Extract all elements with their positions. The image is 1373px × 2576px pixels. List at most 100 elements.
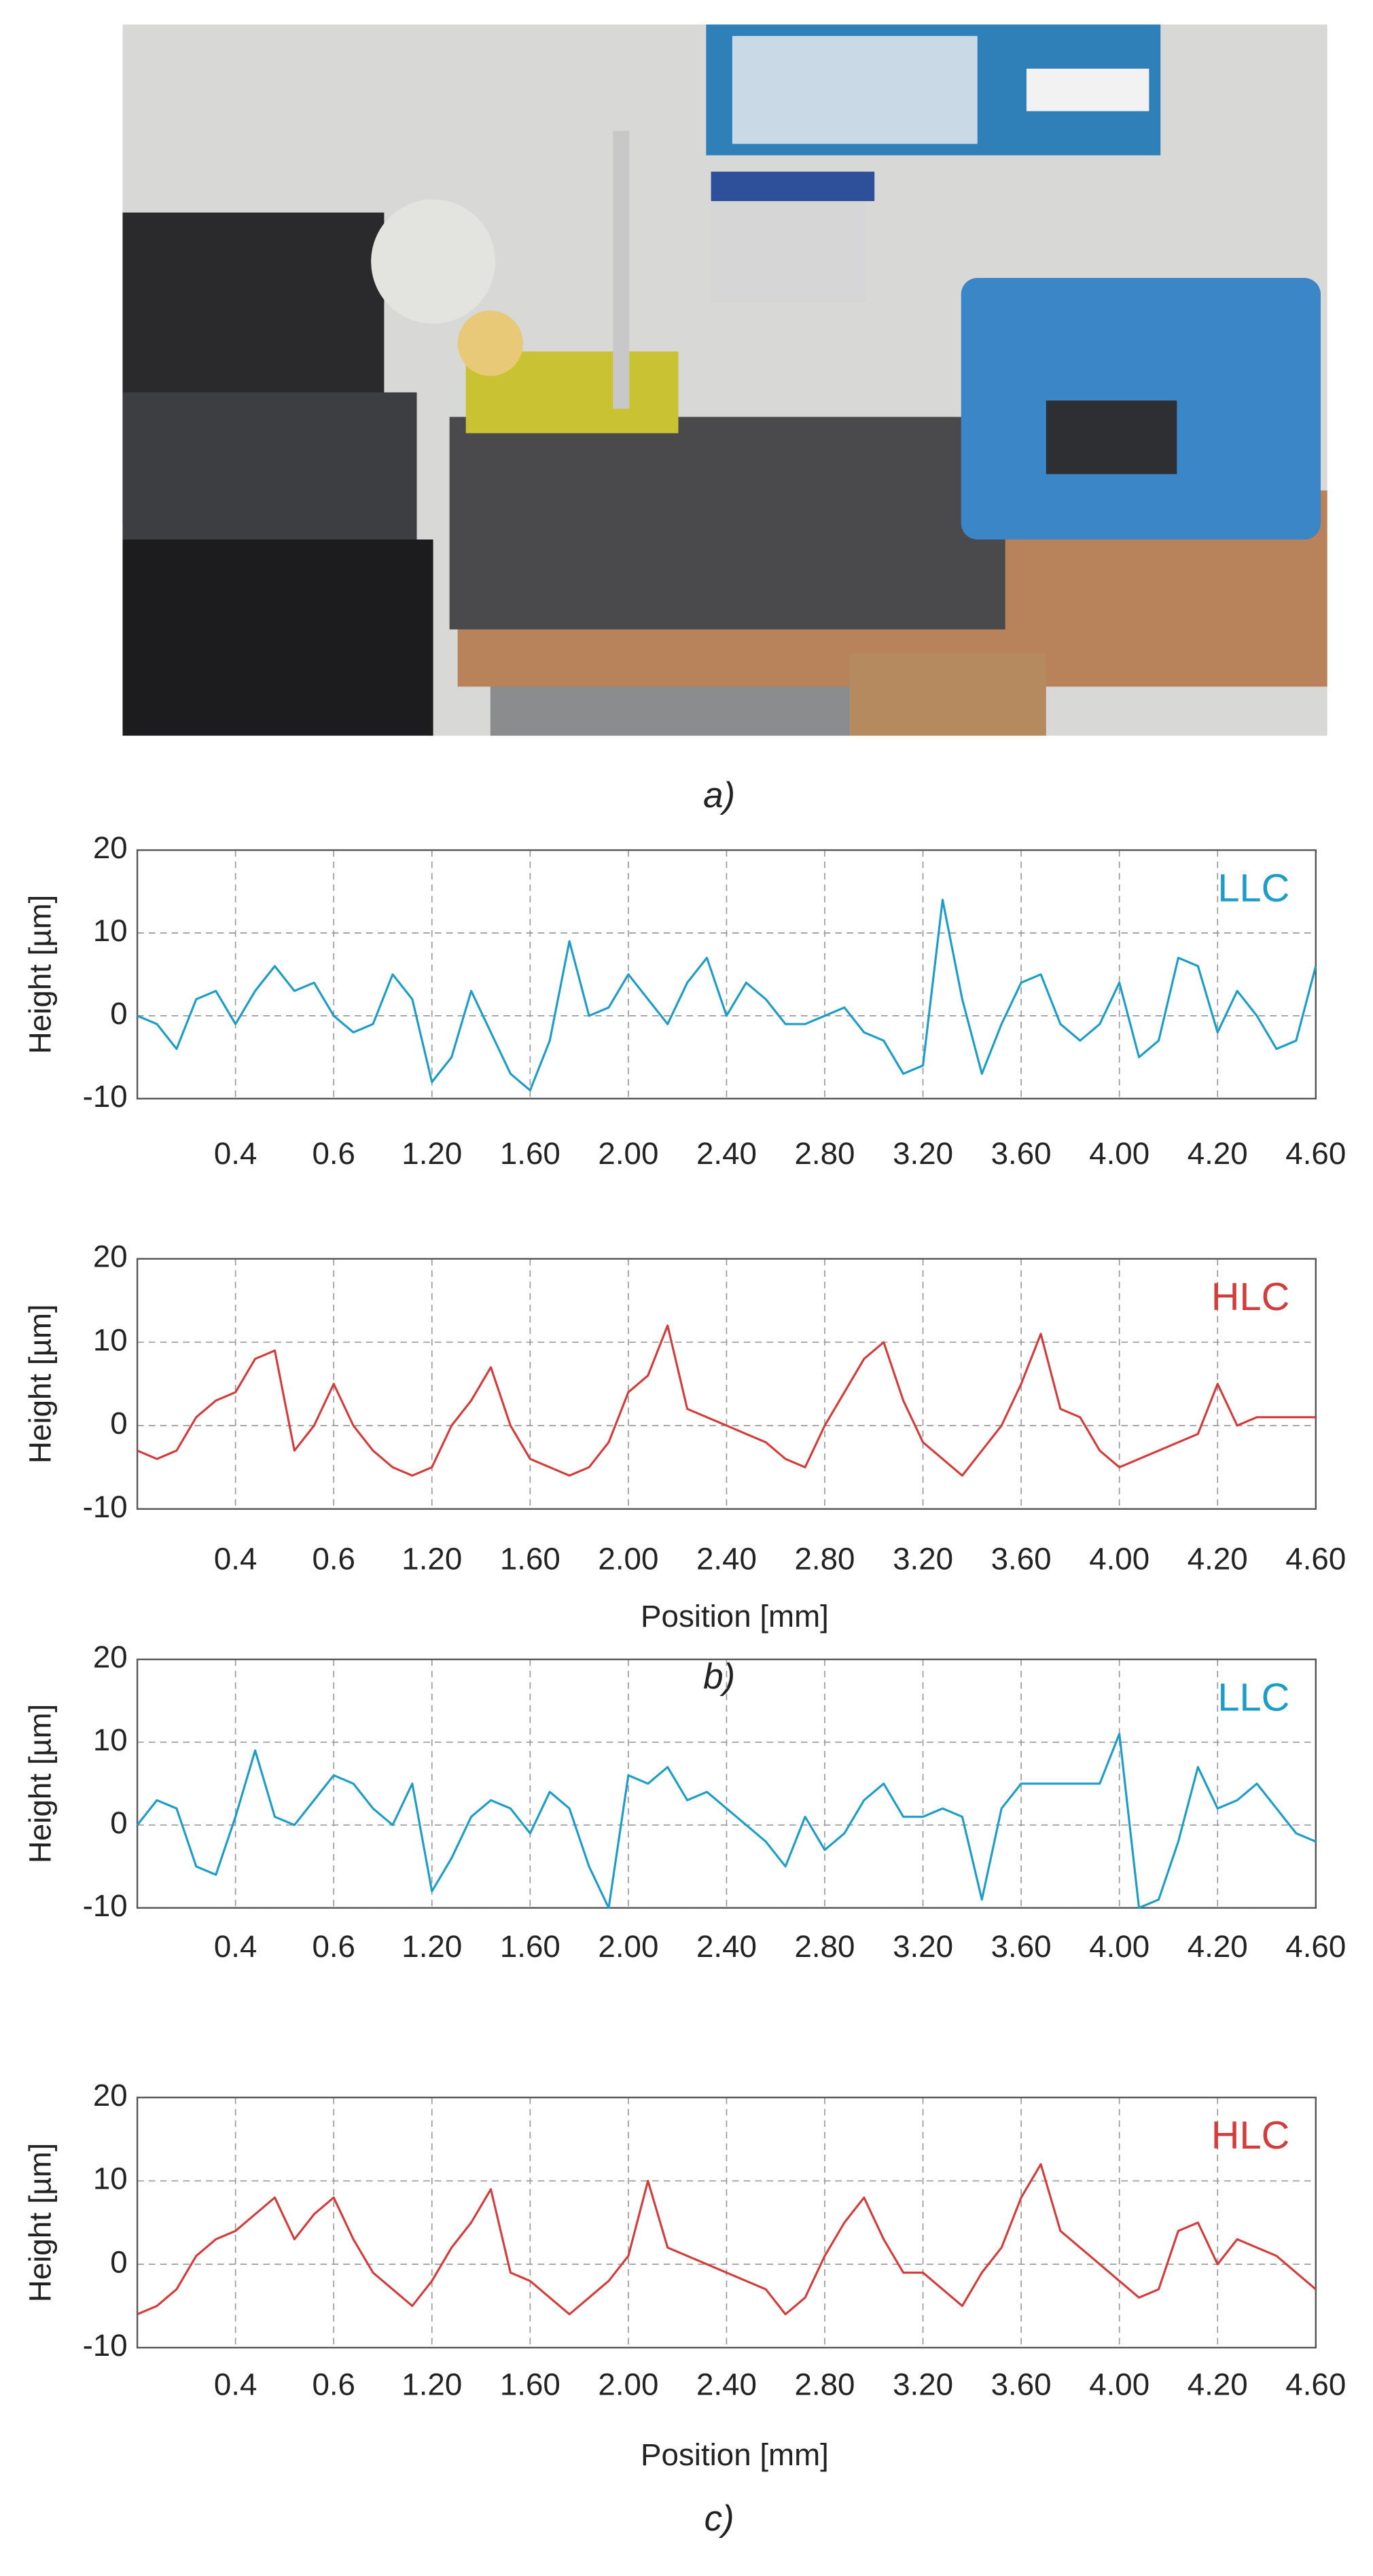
x-tick-label: 0.6 bbox=[312, 1136, 355, 1171]
x-tick-label: 3.20 bbox=[893, 1929, 953, 1964]
photo bbox=[122, 24, 1327, 736]
y-tick-label: 0 bbox=[110, 1805, 127, 1840]
x-tick-label: 2.40 bbox=[696, 1929, 757, 1964]
x-tick-label: 0.6 bbox=[312, 1929, 355, 1964]
x-tick-label: 1.20 bbox=[402, 1929, 462, 1964]
photo-granite bbox=[449, 417, 1005, 630]
x-tick-label: 4.20 bbox=[1188, 1542, 1248, 1576]
x-tick-label: 1.20 bbox=[402, 2367, 462, 2402]
y-tick-label: 0 bbox=[110, 996, 127, 1031]
profile-line bbox=[137, 1324, 1316, 1477]
y-tick-label: -10 bbox=[83, 2328, 128, 2363]
x-tick-label: 1.60 bbox=[500, 2367, 560, 2402]
photo-microscope bbox=[371, 199, 496, 324]
y-tick-label: 20 bbox=[93, 1239, 128, 1274]
y-tick-label: 10 bbox=[93, 2162, 128, 2196]
x-tick-label: 2.00 bbox=[598, 1542, 658, 1576]
x-tick-label: 2.00 bbox=[598, 1929, 658, 1964]
caption: a) bbox=[703, 775, 735, 815]
photo-sign bbox=[1026, 69, 1149, 111]
y-tick-label: 10 bbox=[93, 913, 128, 948]
x-tick-label: 3.20 bbox=[893, 2367, 953, 2402]
photo-drawer bbox=[490, 686, 851, 736]
x-tick-label: 0.6 bbox=[312, 2367, 355, 2402]
legend-label: LLC bbox=[1217, 1676, 1289, 1719]
x-tick-label: 1.60 bbox=[500, 1542, 560, 1576]
x-tick-label: 4.00 bbox=[1089, 1542, 1149, 1576]
y-axis-label: Height [µm] bbox=[23, 1304, 58, 1464]
x-axis-label: Position [mm] bbox=[641, 2437, 829, 2472]
x-tick-label: 2.00 bbox=[598, 1136, 658, 1171]
photo-chart bbox=[732, 35, 978, 144]
legend-label: HLC bbox=[1211, 2114, 1290, 2157]
legend-label: HLC bbox=[1211, 1275, 1290, 1319]
y-tick-label: 10 bbox=[93, 1322, 128, 1357]
caption: c) bbox=[705, 2499, 734, 2539]
y-tick-label: 0 bbox=[110, 2244, 127, 2279]
x-tick-label: 1.20 bbox=[402, 1542, 462, 1576]
x-tick-label: 4.00 bbox=[1089, 1136, 1149, 1171]
x-tick-label: 4.00 bbox=[1089, 2367, 1149, 2402]
photo-display bbox=[1046, 400, 1177, 474]
x-tick-label: 0.4 bbox=[214, 2367, 257, 2402]
plot-frame bbox=[136, 2096, 1317, 2349]
x-tick-label: 3.60 bbox=[991, 1542, 1052, 1576]
y-tick-label: 20 bbox=[93, 830, 128, 865]
x-tick-label: 0.6 bbox=[312, 1542, 355, 1576]
photo-ring-light bbox=[457, 311, 523, 376]
x-tick-label: 4.60 bbox=[1285, 1136, 1346, 1171]
plot-frame bbox=[136, 1258, 1317, 1510]
x-tick-label: 4.00 bbox=[1089, 1929, 1149, 1964]
x-tick-label: 4.20 bbox=[1188, 1136, 1248, 1171]
x-tick-label: 2.40 bbox=[696, 2367, 757, 2402]
y-axis-label: Height [µm] bbox=[23, 2143, 58, 2303]
x-tick-label: 2.80 bbox=[795, 1929, 855, 1964]
x-tick-label: 4.20 bbox=[1188, 1929, 1248, 1964]
x-tick-label: 3.60 bbox=[991, 1929, 1052, 1964]
x-tick-label: 3.60 bbox=[991, 2367, 1052, 2402]
y-tick-label: 10 bbox=[93, 1723, 128, 1757]
plot-frame bbox=[136, 849, 1317, 1100]
y-tick-label: -10 bbox=[83, 1489, 128, 1524]
y-tick-label: 0 bbox=[110, 1406, 127, 1441]
x-tick-label: 2.80 bbox=[795, 1136, 855, 1171]
x-tick-label: 2.40 bbox=[696, 1136, 757, 1171]
x-tick-label: 1.20 bbox=[402, 1136, 462, 1171]
x-tick-label: 2.40 bbox=[696, 1542, 757, 1576]
photo-level bbox=[711, 171, 875, 201]
y-tick-label: -10 bbox=[83, 1888, 128, 1923]
x-tick-label: 4.20 bbox=[1188, 2367, 1248, 2402]
profile-line bbox=[136, 1733, 1317, 1909]
photo-chair bbox=[122, 539, 433, 736]
x-axis-label: Position [mm] bbox=[641, 1599, 829, 1634]
x-tick-label: 2.80 bbox=[795, 2367, 855, 2402]
profile-line bbox=[137, 898, 1317, 1092]
x-tick-label: 4.60 bbox=[1285, 1542, 1346, 1576]
x-tick-label: 3.20 bbox=[893, 1136, 953, 1171]
x-tick-label: 4.60 bbox=[1285, 2367, 1346, 2402]
y-tick-label: -10 bbox=[83, 1079, 128, 1114]
y-tick-label: 20 bbox=[93, 1640, 128, 1674]
x-tick-label: 0.4 bbox=[214, 1542, 257, 1576]
x-tick-label: 3.20 bbox=[893, 1542, 953, 1576]
x-tick-label: 0.4 bbox=[214, 1929, 257, 1964]
legend-label: LLC bbox=[1217, 866, 1289, 910]
x-tick-label: 2.00 bbox=[598, 2367, 658, 2402]
x-tick-label: 3.60 bbox=[991, 1136, 1052, 1171]
x-tick-label: 2.80 bbox=[795, 1542, 855, 1576]
y-axis-label: Height [µm] bbox=[23, 895, 58, 1055]
photo-column bbox=[613, 130, 630, 409]
x-tick-label: 1.60 bbox=[500, 1136, 560, 1171]
caption: b) bbox=[703, 1657, 735, 1697]
photo-box bbox=[850, 654, 1046, 736]
x-tick-label: 1.60 bbox=[500, 1929, 560, 1964]
y-axis-label: Height [µm] bbox=[23, 1704, 58, 1864]
x-tick-label: 4.60 bbox=[1285, 1929, 1346, 1964]
photo-keyboard bbox=[122, 392, 417, 540]
x-tick-label: 0.4 bbox=[214, 1136, 257, 1171]
y-tick-label: 20 bbox=[93, 2078, 128, 2113]
profile-line bbox=[137, 2163, 1317, 2316]
plot-frame bbox=[136, 1658, 1317, 1909]
